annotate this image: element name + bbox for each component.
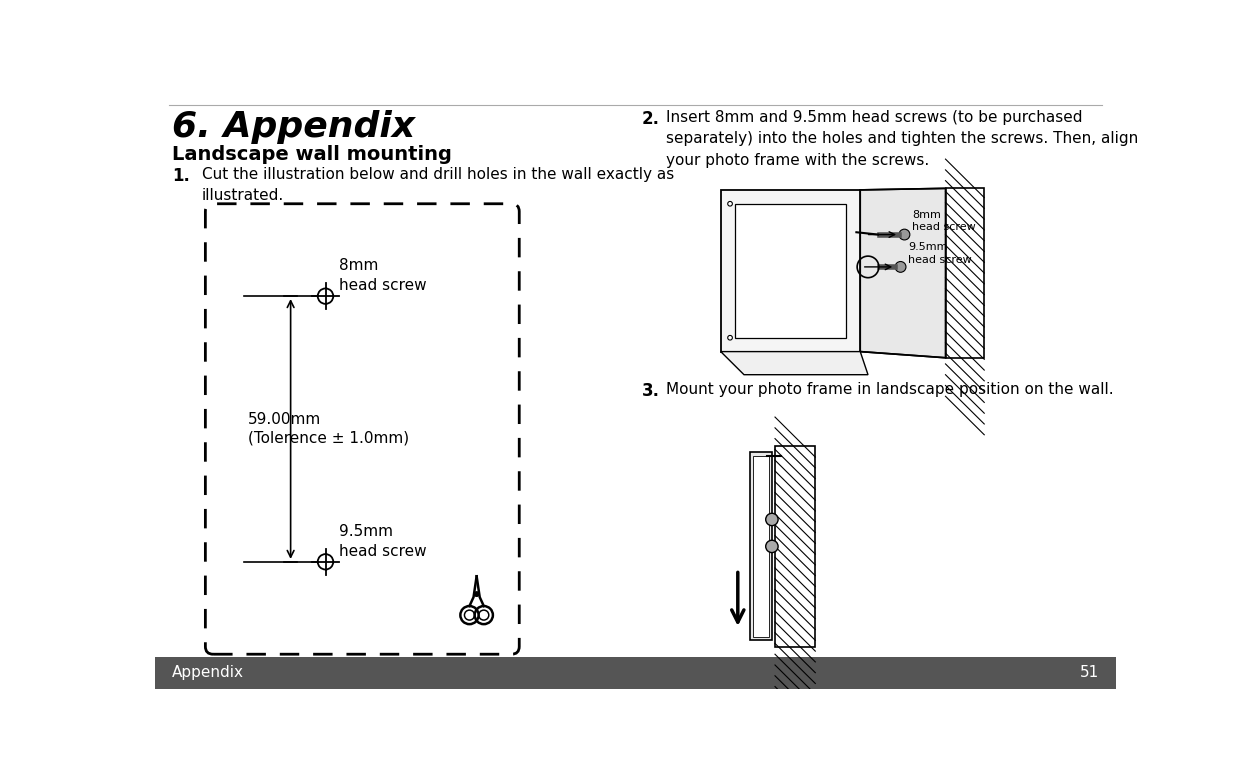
Text: Landscape wall mounting: Landscape wall mounting — [172, 146, 451, 164]
Text: 2.: 2. — [642, 110, 660, 128]
Bar — [734, 204, 847, 337]
Bar — [155, 656, 1116, 689]
FancyBboxPatch shape — [206, 204, 520, 654]
Text: 8mm
head screw: 8mm head screw — [913, 210, 976, 232]
Circle shape — [895, 262, 906, 272]
Bar — [720, 190, 861, 351]
Bar — [775, 447, 816, 646]
Bar — [945, 188, 985, 358]
Circle shape — [765, 540, 779, 553]
Text: Cut the illustration below and drill holes in the wall exactly as
illustrated.: Cut the illustration below and drill hol… — [201, 167, 673, 203]
Text: 9.5mm
head screw: 9.5mm head screw — [908, 242, 972, 265]
Text: 8mm
head screw: 8mm head screw — [340, 259, 427, 293]
Polygon shape — [861, 188, 945, 358]
Text: 6. Appendix: 6. Appendix — [172, 110, 415, 144]
Text: 1.: 1. — [172, 167, 190, 185]
Circle shape — [899, 229, 910, 240]
Text: 51: 51 — [1080, 665, 1099, 680]
Text: Mount your photo frame in landscape position on the wall.: Mount your photo frame in landscape posi… — [667, 382, 1114, 397]
Text: 9.5mm
head screw: 9.5mm head screw — [340, 524, 427, 559]
Polygon shape — [720, 351, 868, 375]
Text: Insert 8mm and 9.5mm head screws (to be purchased
separately) into the holes and: Insert 8mm and 9.5mm head screws (to be … — [667, 110, 1138, 168]
Circle shape — [728, 201, 733, 206]
Text: Appendix: Appendix — [172, 665, 244, 680]
Circle shape — [728, 335, 733, 340]
Bar — [754, 456, 769, 637]
Circle shape — [765, 513, 779, 526]
Text: 3.: 3. — [642, 382, 660, 400]
Circle shape — [475, 592, 479, 596]
Text: (Tolerence ± 1.0mm): (Tolerence ± 1.0mm) — [248, 430, 409, 446]
Bar — [750, 453, 771, 640]
Text: 59.00mm: 59.00mm — [248, 413, 321, 427]
